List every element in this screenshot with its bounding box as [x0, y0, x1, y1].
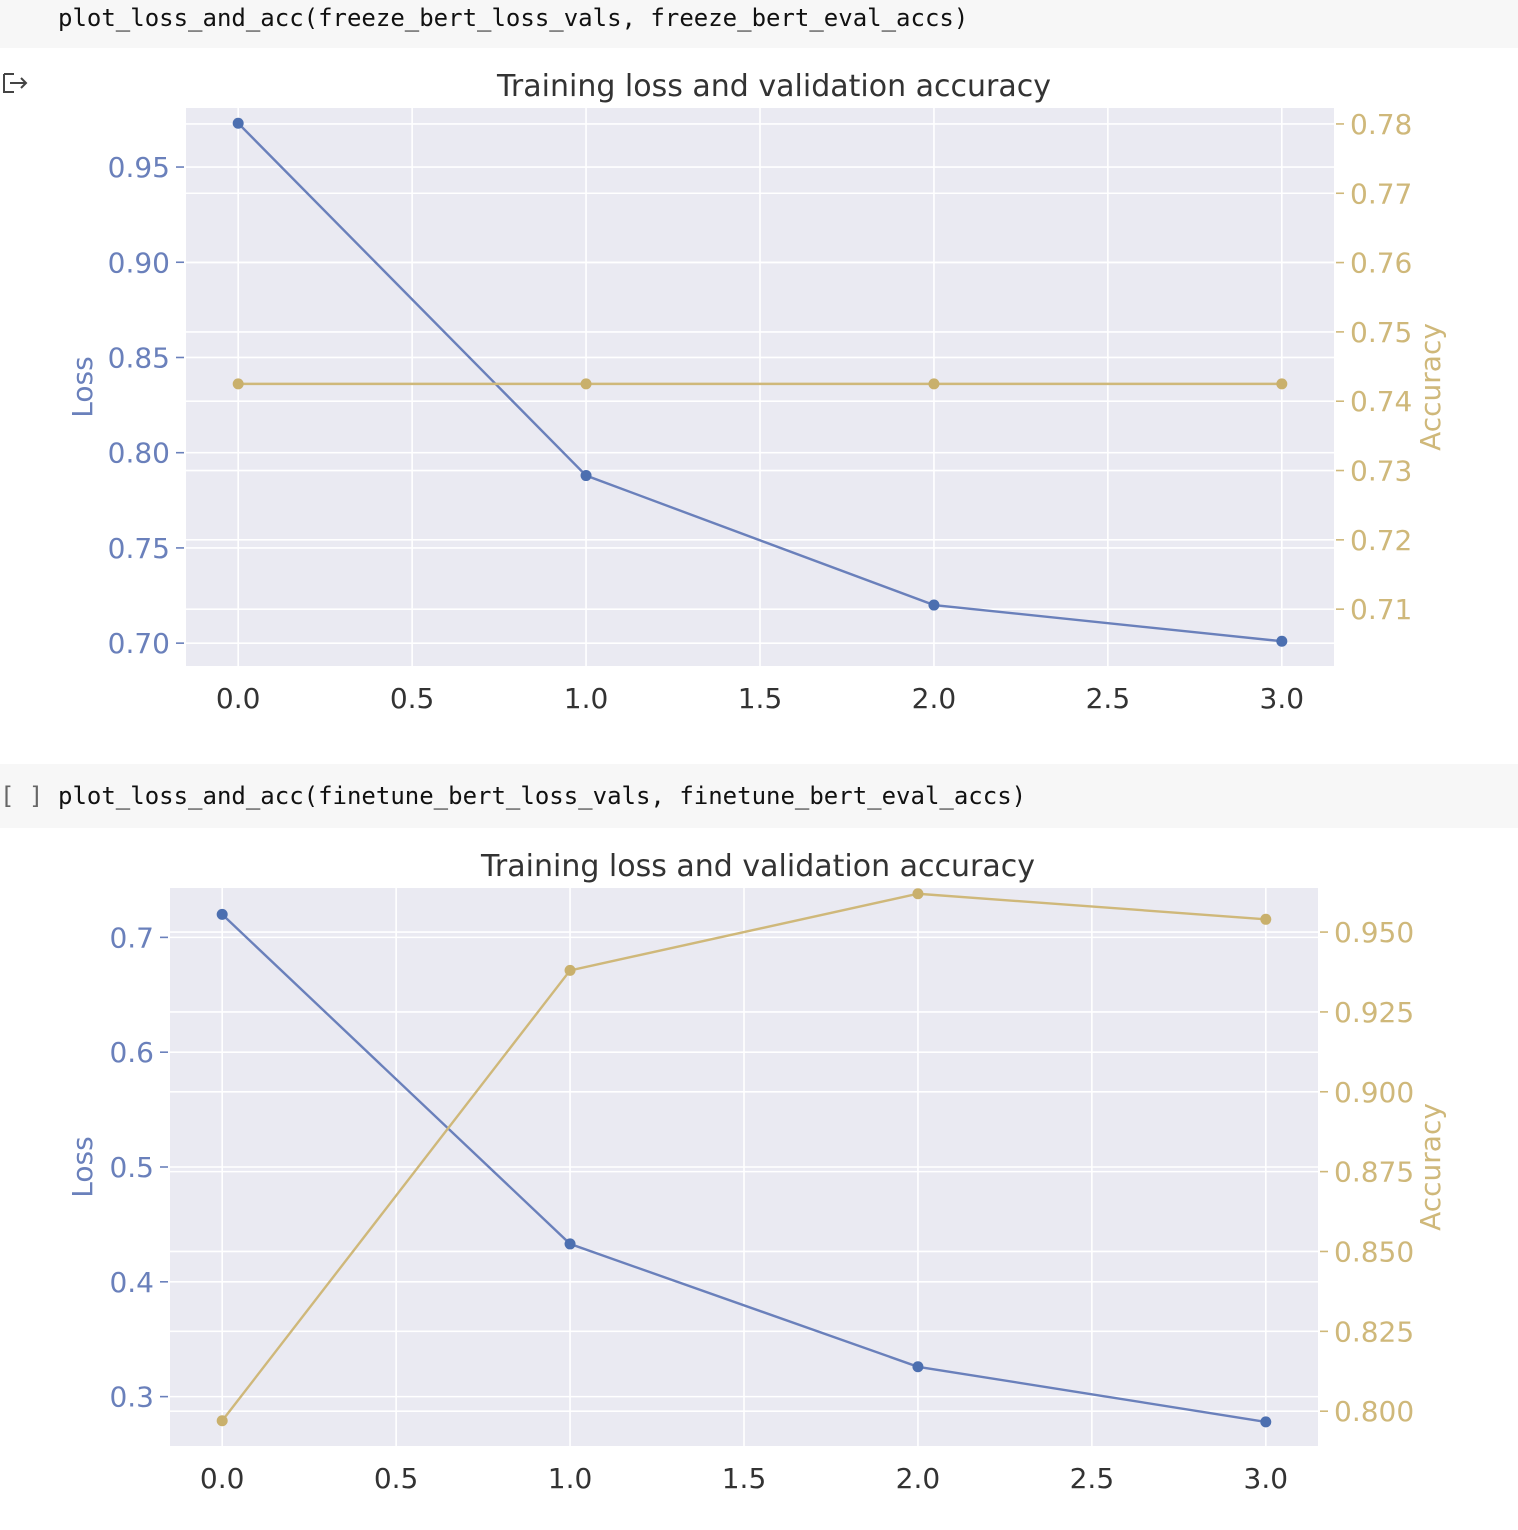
run-bracket[interactable]: [ ]	[0, 782, 44, 810]
data-point-accuracy	[232, 378, 244, 390]
x-tick-label: 1.5	[722, 1462, 767, 1495]
data-point-loss	[564, 1238, 576, 1250]
y-tick-label: 0.80	[108, 437, 170, 470]
y2-tick-label: 0.73	[1350, 455, 1412, 488]
x-tick-label: 1.0	[548, 1462, 593, 1495]
data-point-loss	[216, 908, 228, 920]
code-cell-1[interactable]: plot_loss_and_acc(freeze_bert_loss_vals,…	[0, 0, 1518, 48]
series-line-loss	[237, 122, 1282, 643]
code-line[interactable]: plot_loss_and_acc(freeze_bert_loss_vals,…	[58, 4, 969, 32]
y2-tick-label: 0.800	[1334, 1395, 1414, 1428]
code-cell-2[interactable]: [ ] plot_loss_and_acc(finetune_bert_loss…	[0, 764, 1518, 828]
y-tick-label: 0.75	[108, 532, 170, 565]
x-tick-label: 0.5	[390, 682, 435, 715]
y-tick-label: 0.90	[108, 246, 170, 279]
y2-tick-label: 0.78	[1350, 108, 1412, 141]
y-tick-label: 0.70	[108, 627, 170, 660]
y2-tick-label: 0.950	[1334, 916, 1414, 949]
series-line-accuracy	[221, 892, 1266, 1422]
y-tick-label: 0.95	[108, 151, 170, 184]
x-tick-label: 2.5	[1086, 682, 1131, 715]
data-point-accuracy	[1276, 378, 1288, 390]
x-tick-label: 0.0	[216, 682, 261, 715]
y-tick-label: 0.3	[109, 1381, 154, 1414]
chart-1: 0.0 0.5 1.0 1.5 2.0 2.5 3.0 0.70 0.75 0.80 0.85 0.9…	[66, 69, 1447, 715]
y2-tick-label: 0.75	[1350, 316, 1412, 349]
x-tick-label: 2.5	[1070, 1462, 1115, 1495]
y-axis-label: Loss	[66, 356, 99, 417]
y-tick-label: 0.6	[109, 1036, 154, 1069]
chart-2: 0.0 0.5 1.0 1.5 2.0 2.5 3.0 0.3 0.4 0.5 0.6 0.7 0.80…	[66, 849, 1447, 1495]
y-axis-label: Loss	[66, 1136, 99, 1197]
data-point-accuracy	[564, 964, 576, 976]
data-point-loss	[580, 470, 592, 482]
code-line[interactable]: plot_loss_and_acc(finetune_bert_loss_val…	[58, 782, 1027, 810]
x-tick-label: 0.0	[200, 1462, 245, 1495]
data-point-accuracy	[928, 378, 940, 390]
x-tick-label: 3.0	[1260, 682, 1305, 715]
data-point-loss	[912, 1361, 924, 1373]
y2-tick-label: 0.77	[1350, 177, 1412, 210]
y-tick-label: 0.4	[109, 1266, 154, 1299]
data-point-loss	[232, 117, 244, 129]
chart-title: Training loss and validation accuracy	[496, 69, 1051, 104]
chart-title: Training loss and validation accuracy	[480, 849, 1035, 884]
data-point-accuracy	[580, 378, 592, 390]
data-point-loss	[1260, 1416, 1272, 1428]
y-tick-label: 0.85	[108, 341, 170, 374]
data-point-loss	[1276, 635, 1288, 647]
y-tick-label: 0.5	[109, 1151, 154, 1184]
data-point-accuracy	[216, 1415, 228, 1427]
x-tick-label: 1.5	[738, 682, 783, 715]
y2-tick-label: 0.72	[1350, 524, 1412, 557]
y2-tick-label: 0.76	[1350, 247, 1412, 280]
y2-tick-label: 0.925	[1334, 996, 1414, 1029]
y2-tick-label: 0.825	[1334, 1315, 1414, 1348]
data-point-accuracy	[912, 888, 924, 900]
x-tick-label: 2.0	[896, 1462, 941, 1495]
y2-tick-label: 0.74	[1350, 385, 1412, 418]
y-tick-label: 0.7	[109, 921, 154, 954]
x-tick-label: 0.5	[374, 1462, 419, 1495]
y2-tick-label: 0.71	[1350, 593, 1412, 626]
output-arrow-icon[interactable]	[2, 70, 32, 96]
x-tick-label: 2.0	[912, 682, 957, 715]
y2-axis-label: Accuracy	[1414, 1103, 1447, 1231]
y2-axis-label: Accuracy	[1414, 323, 1447, 451]
x-tick-label: 1.0	[564, 682, 609, 715]
data-point-accuracy	[1260, 913, 1272, 925]
y2-tick-label: 0.850	[1334, 1235, 1414, 1268]
x-tick-label: 3.0	[1244, 1462, 1289, 1495]
y2-tick-label: 0.875	[1334, 1156, 1414, 1189]
y2-tick-label: 0.900	[1334, 1076, 1414, 1109]
data-point-loss	[928, 599, 940, 611]
series-line-loss	[221, 913, 1267, 1424]
